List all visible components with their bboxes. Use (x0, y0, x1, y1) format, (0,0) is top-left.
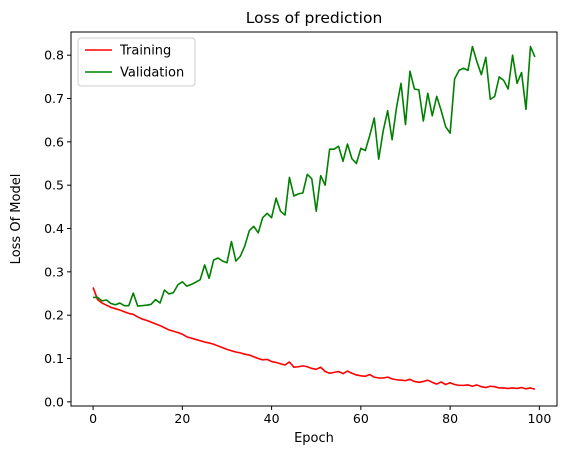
y-tick-label: 0.2 (44, 308, 64, 323)
x-tick-label: 40 (264, 411, 280, 426)
y-tick-label: 0.8 (44, 48, 64, 63)
x-tick-label: 100 (527, 411, 551, 426)
y-tick-label: 0.1 (44, 351, 64, 366)
y-tick-label: 0.4 (44, 221, 64, 236)
legend-label-validation: Validation (120, 66, 184, 81)
legend: Training Validation (77, 37, 196, 87)
x-tick-label: 60 (353, 411, 369, 426)
plot-area: 0 20 40 60 80 100 0.0 0.1 0.2 0.3 0.4 0.5 0.6 0.7 0.8 (44, 31, 558, 426)
y-axis-ticks: 0.0 0.1 0.2 0.3 0.4 0.5 0.6 0.7 0.8 (44, 48, 71, 409)
y-axis-label: Loss Of Model (9, 174, 24, 265)
x-tick-label: 80 (442, 411, 458, 426)
x-axis-label: Epoch (294, 431, 334, 446)
y-tick-label: 0.5 (44, 178, 64, 193)
series-line-training (92, 287, 536, 391)
y-tick-label: 0.3 (44, 264, 64, 279)
y-tick-label: 0.6 (44, 134, 64, 149)
x-tick-label: 20 (174, 411, 190, 426)
y-tick-label: 0.0 (44, 394, 64, 409)
legend-label-training: Training (119, 44, 171, 59)
series-line-validation (93, 45, 536, 307)
x-tick-label: 0 (89, 411, 97, 426)
chart-title: Loss of prediction (246, 9, 383, 27)
series-layer (92, 45, 536, 391)
plot-frame (70, 31, 558, 407)
x-axis-ticks: 0 20 40 60 80 100 (89, 406, 551, 426)
y-tick-label: 0.7 (44, 91, 64, 106)
